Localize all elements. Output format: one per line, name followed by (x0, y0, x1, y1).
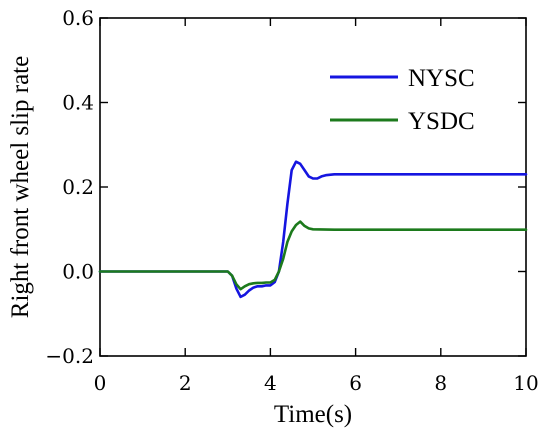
series-line-nysc (98, 160, 528, 299)
y-tick-label: 0.2 (62, 175, 94, 199)
legend-label-ysdc: YSDC (408, 108, 475, 135)
x-tick-label: 8 (434, 371, 447, 395)
y-axis-label: Right front wheel slip rate (7, 56, 34, 318)
y-tick-label: 0.6 (62, 6, 94, 30)
y-tick-label: 0.4 (62, 91, 94, 115)
ticks-layer: 0 2 4 6 8 10 −0.2 0.0 0.2 0.4 0.6 (45, 6, 538, 395)
series-layer (98, 160, 528, 299)
legend-label-nysc: NYSC (408, 65, 475, 92)
series-line-ysdc (98, 220, 528, 291)
legend: NYSC YSDC (330, 65, 475, 135)
y-tick-label: −0.2 (45, 344, 94, 368)
x-axis-label: Time(s) (274, 401, 352, 428)
x-tick-label: 6 (349, 371, 362, 395)
x-tick-label: 4 (264, 371, 277, 395)
y-tick-label: 0.0 (62, 260, 94, 284)
x-tick-label: 2 (179, 371, 192, 395)
x-tick-label: 10 (513, 371, 538, 395)
x-tick-label: 0 (94, 371, 107, 395)
